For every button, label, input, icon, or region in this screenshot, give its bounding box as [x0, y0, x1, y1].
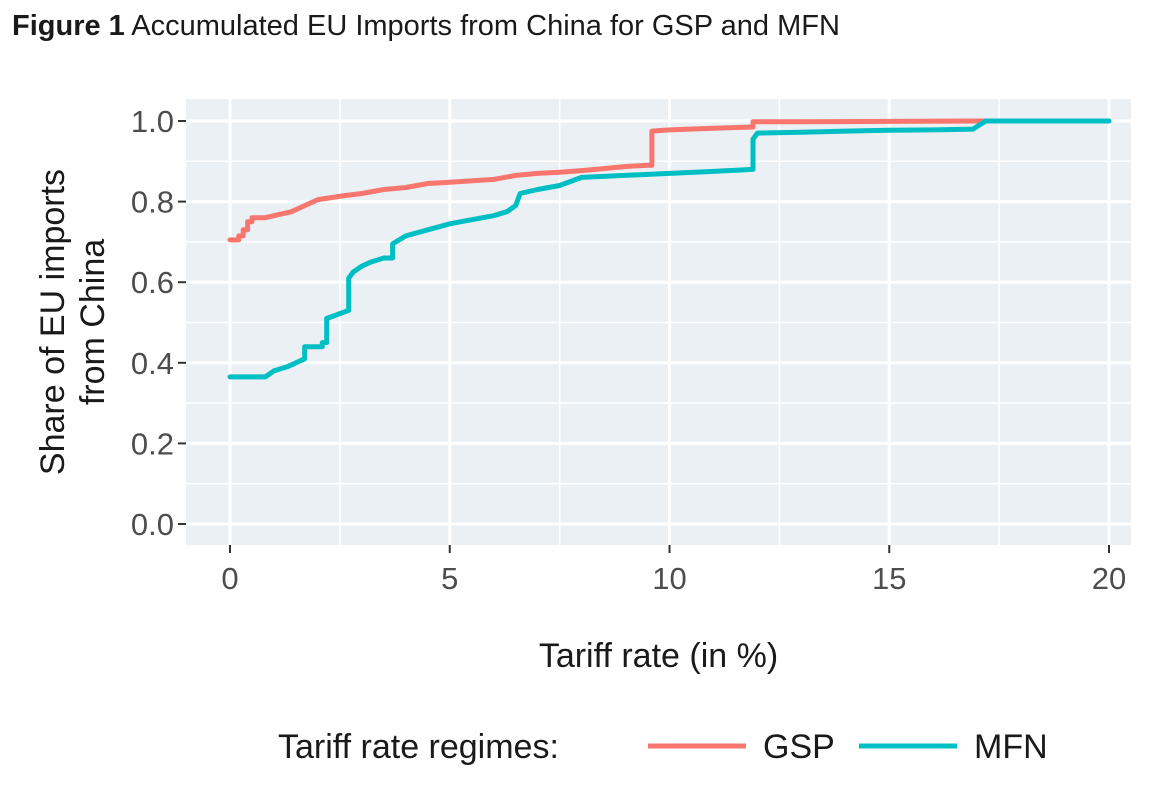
legend-label-mfn: MFN [974, 728, 1048, 766]
y-tick-label: 0.8 [131, 185, 174, 220]
y-axis-title-line-2: from China [74, 239, 112, 405]
y-tick-label: 0.6 [131, 265, 174, 300]
series-line-mfn [227, 118, 1112, 380]
x-tick-label: 0 [221, 561, 238, 596]
figure-title: Figure 1 Accumulated EU Imports from Chi… [12, 10, 840, 43]
y-tick-label: 1.0 [131, 104, 174, 139]
x-tick-label: 15 [872, 561, 906, 596]
y-tick-label: 0.0 [131, 507, 174, 542]
series-line-gsp [227, 118, 1112, 243]
axes: 0.0 0.2 0.4 0.6 0.8 1.0 0 5 10 15 20 Tariff rate (i… [34, 104, 1126, 675]
y-axis-title-line-1: Share of EU imports [34, 169, 72, 475]
series-lines [227, 118, 1112, 380]
figure-label: Figure 1 [12, 10, 125, 42]
x-tick-label: 5 [441, 561, 458, 596]
x-axis-title: Tariff rate (in %) [539, 637, 778, 675]
legend: Tariff rate regimes: GSP MFN [278, 728, 1048, 766]
legend-label-gsp: GSP [763, 728, 835, 766]
legend-title: Tariff rate regimes: [278, 728, 559, 766]
y-tick-label: 0.4 [131, 346, 174, 381]
figure-caption: Accumulated EU Imports from China for GS… [131, 10, 840, 42]
x-tick-label: 20 [1092, 561, 1126, 596]
x-tick-label: 10 [652, 561, 686, 596]
y-tick-label: 0.2 [131, 426, 174, 461]
